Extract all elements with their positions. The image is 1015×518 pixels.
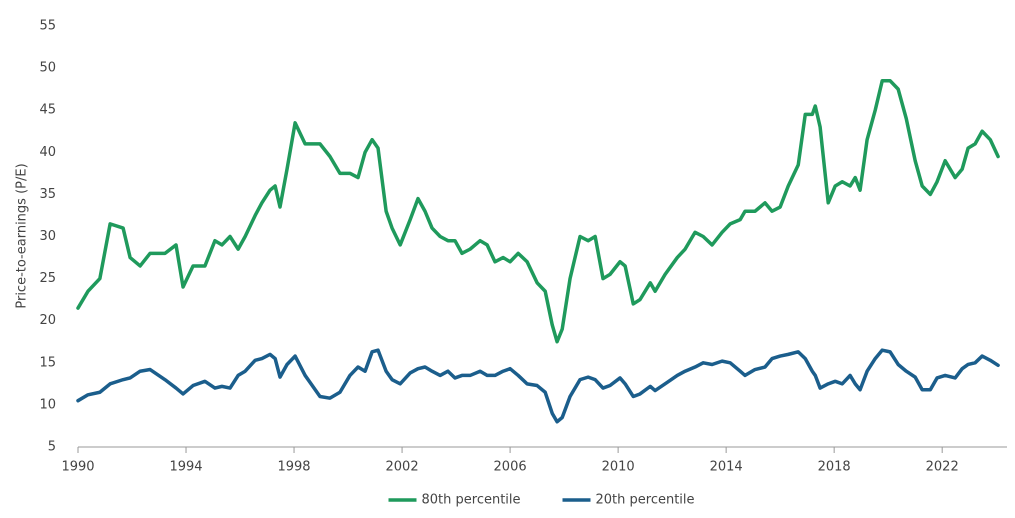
x-tick-label: 1990 xyxy=(61,460,94,475)
y-tick-label: 45 xyxy=(39,103,56,118)
line xyxy=(76,348,1000,424)
y-tick-label: 50 xyxy=(39,61,56,76)
y-tick-label: 5 xyxy=(48,440,56,455)
y-tick-label: 40 xyxy=(39,145,56,160)
x-tick-label: 2022 xyxy=(926,460,959,475)
y-tick-label: 55 xyxy=(39,19,56,34)
x-tick-label: 2014 xyxy=(710,460,743,475)
y-tick-label: 30 xyxy=(39,229,56,244)
y-tick-label: 25 xyxy=(39,271,56,286)
legend-label: 20th percentile xyxy=(596,493,695,508)
y-tick-label: 15 xyxy=(39,355,56,370)
x-tick-label: 1994 xyxy=(169,460,202,475)
x-tick-label: 2006 xyxy=(494,460,527,475)
y-axis-label: Price-to-earnings (P/E) xyxy=(15,163,30,308)
y-tick-label: 10 xyxy=(39,397,56,412)
x-tick-label: 1998 xyxy=(277,460,310,475)
legend-label: 80th percentile xyxy=(422,493,521,508)
line xyxy=(76,78,1000,344)
y-tick-label: 35 xyxy=(39,187,56,202)
x-tick-label: 2010 xyxy=(602,460,635,475)
x-tick-label: 2018 xyxy=(818,460,851,475)
x-tick-label: 2002 xyxy=(386,460,419,475)
y-tick-label: 20 xyxy=(39,313,56,328)
